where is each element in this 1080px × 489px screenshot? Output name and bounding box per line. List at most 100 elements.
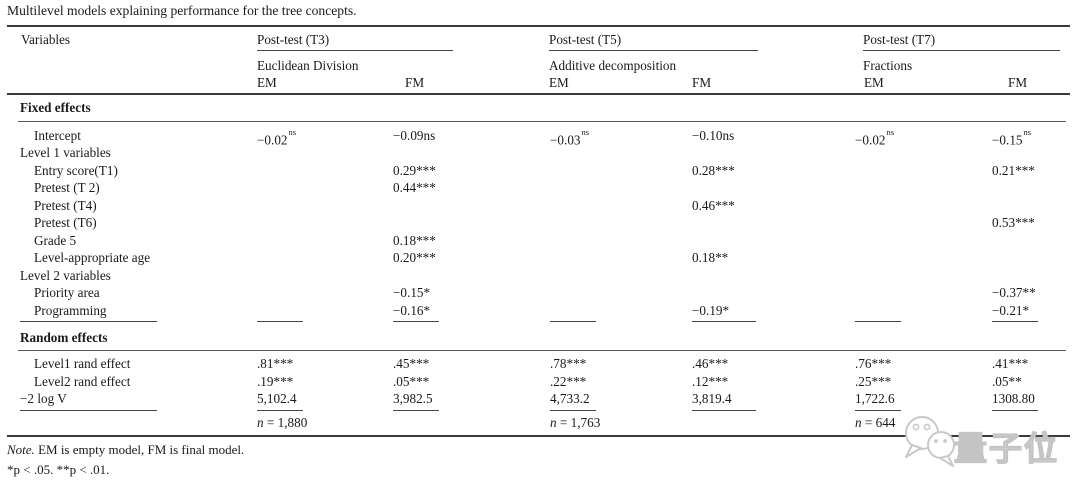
cell-value: 0.44*** (393, 180, 436, 196)
table-row: Level-appropriate age 0.20*** 0.18** (0, 251, 1080, 267)
column-header-variables: Variables (21, 32, 71, 47)
column-header-fm: FM (1008, 75, 1028, 90)
cell-value: 0.18*** (393, 232, 436, 248)
partial-rule (20, 321, 157, 323)
rule-random-effects (18, 350, 1066, 351)
sample-size: n = 1,880 (257, 415, 308, 430)
cell-value: .05** (992, 373, 1022, 389)
table-row: Intercept −0.02ns −0.09ns −0.03ns −0.10ns −0.… (0, 127, 1080, 148)
partial-rule (992, 409, 1038, 411)
row-label: Intercept (34, 128, 81, 143)
rule-bottom (7, 435, 1070, 437)
section-header-random-effects: Random effects (20, 330, 108, 345)
row-label: Level-appropriate age (34, 250, 151, 266)
cell-value: 1308.80 (992, 391, 1035, 406)
row-label: Pretest (T4) (34, 197, 97, 213)
row-label: Level 2 variables (20, 267, 111, 283)
cell-value: 0.20*** (393, 250, 436, 266)
partial-rule (855, 321, 901, 323)
cell-value: −0.10ns (692, 128, 735, 143)
cell-value: −0.02ns (257, 127, 297, 148)
cell-value: .76*** (855, 356, 892, 371)
watermark-qbitai: 量子位 (896, 408, 1071, 470)
concept-header-fractions: Fractions (863, 58, 913, 73)
column-header-em: EM (864, 75, 884, 90)
cell-value: .81*** (257, 356, 294, 371)
row-label: Level 1 variables (20, 145, 111, 161)
cell-value: .25*** (855, 373, 892, 389)
table-caption: Multilevel models explaining performance… (7, 3, 357, 18)
partial-rule (393, 409, 439, 411)
table-row: Grade 5 0.18*** (0, 232, 1080, 250)
row-label: Grade 5 (34, 232, 77, 248)
not-significant-superscript: ns (581, 127, 590, 137)
cell-value: −0.21* (992, 302, 1030, 318)
column-header-em: EM (549, 75, 569, 90)
note-body: EM is empty model, FM is final model. (34, 442, 245, 457)
cell-value: −0.15* (393, 285, 431, 301)
partial-rule (550, 321, 596, 323)
table-row: Programming −0.16* −0.19* −0.21* (0, 302, 1080, 320)
table-row: Entry score(T1) 0.29*** 0.28*** 0.21*** (0, 162, 1080, 180)
table-row: Level 2 variables (0, 267, 1080, 285)
table-row: Pretest (T4) 0.46*** (0, 197, 1080, 215)
cell-value: .22*** (550, 373, 587, 389)
cell-value: −0.03ns (550, 127, 590, 148)
column-header-fm: FM (692, 75, 712, 90)
table-note: Note. EM is empty model, FM is final mod… (7, 443, 244, 457)
not-significant-superscript: ns (288, 127, 297, 137)
row-label: Priority area (34, 285, 100, 301)
rule-header-bottom (7, 93, 1070, 95)
partial-rule (550, 409, 596, 411)
partial-rule (692, 409, 756, 411)
not-significant-superscript: ns (1023, 127, 1032, 137)
partial-rule (20, 409, 157, 411)
cell-value: 0.53*** (992, 215, 1035, 231)
cell-value: 3,819.4 (692, 391, 732, 406)
partial-rule (257, 409, 303, 411)
cell-value: .05*** (393, 373, 430, 389)
cell-value: .12*** (692, 373, 729, 389)
cell-value: 0.46*** (692, 197, 735, 213)
partial-rule (992, 321, 1038, 323)
cell-value: 0.29*** (393, 162, 436, 178)
cell-value: 5,102.4 (257, 391, 297, 406)
group-underline-t7 (863, 50, 1060, 52)
n-symbol: n (855, 415, 862, 430)
n-symbol: n (257, 415, 264, 430)
cell-value: 4,733.2 (550, 391, 590, 406)
cell-value: 0.28*** (692, 162, 735, 178)
table-row: Level 1 variables (0, 146, 1080, 162)
partial-rule (257, 321, 303, 323)
row-label: Level1 rand effect (34, 356, 131, 371)
sample-size: n = 644 (855, 415, 896, 430)
row-label: Level2 rand effect (34, 373, 131, 389)
cell-value: −0.19* (692, 302, 730, 318)
cell-value: 0.18** (692, 250, 729, 266)
cell-value: .45*** (393, 356, 430, 371)
cell-value: −0.16* (393, 302, 431, 318)
concept-header-euclidean-division: Euclidean Division (257, 58, 359, 73)
row-label: Pretest (T 2) (34, 180, 100, 196)
group-header-t5: Post-test (T5) (549, 32, 622, 47)
row-label: Programming (34, 302, 107, 318)
table-row: Pretest (T 2) 0.44*** (0, 181, 1080, 197)
cell-value: .19*** (257, 373, 294, 389)
row-label: −2 log V (20, 391, 67, 406)
wechat-bubbles-icon (905, 416, 955, 467)
cell-value: 0.21*** (992, 162, 1035, 178)
cell-value: .78*** (550, 356, 587, 371)
note-prefix: Note. (7, 442, 35, 457)
table-row: Priority area −0.15* −0.37** (0, 286, 1080, 302)
table-row: −2 log V 5,102.4 3,982.5 4,733.2 3,819.4 1,72… (0, 392, 1080, 408)
cell-value: −0.37** (992, 285, 1036, 301)
watermark-text: 量子位 (953, 428, 1059, 468)
cell-value: −0.15ns (992, 127, 1032, 148)
row-label: Entry score(T1) (34, 162, 118, 178)
section-header-fixed-effects: Fixed effects (20, 100, 91, 115)
table-row: Pretest (T6) 0.53*** (0, 216, 1080, 232)
n-symbol: n (550, 415, 557, 430)
group-header-t3: Post-test (T3) (257, 32, 330, 47)
group-underline-t5 (549, 50, 758, 52)
group-header-t7: Post-test (T7) (863, 32, 936, 47)
